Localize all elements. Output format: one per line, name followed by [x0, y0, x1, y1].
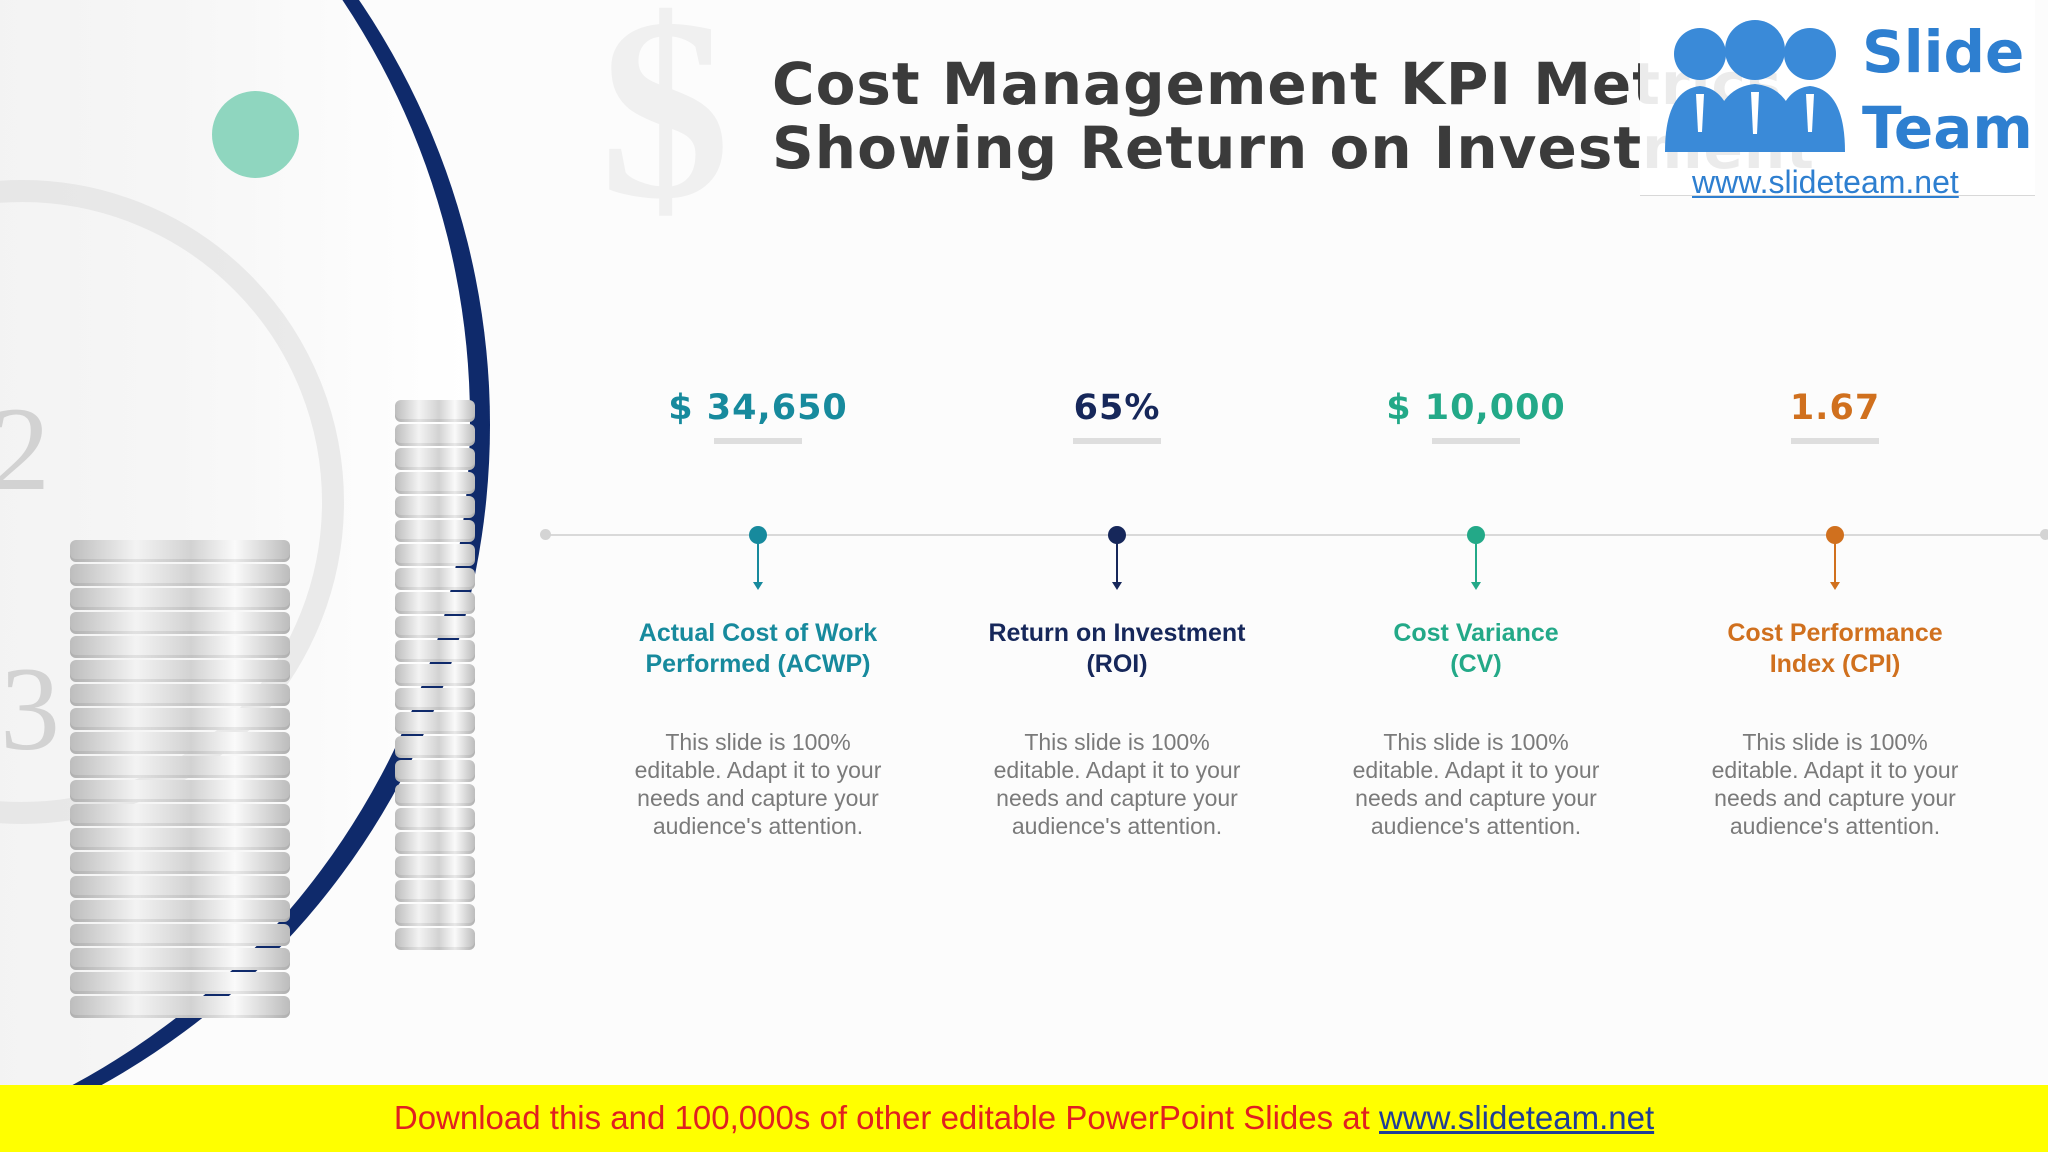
timeline-line	[545, 534, 2048, 536]
banner-text: Download this and 100,000s of other edit…	[0, 1099, 2048, 1137]
kpi-underline	[1073, 438, 1161, 444]
logo-divider	[1640, 195, 2035, 196]
coin-stack	[70, 540, 290, 1020]
marker-stem	[1834, 542, 1836, 584]
kpi-label-line-1: Cost Performance	[1727, 619, 1943, 647]
kpi-label-line-2: Performed (ACWP)	[645, 650, 871, 678]
dollar-watermark-icon: $	[600, 0, 730, 253]
arrow-down-icon	[1112, 582, 1122, 590]
kpi-value: $ 34,650	[668, 388, 848, 428]
logo-url-link[interactable]: www.slideteam.net	[1692, 164, 1959, 200]
kpi-value: $ 10,000	[1386, 388, 1566, 428]
banner-link[interactable]: www.slideteam.net	[1379, 1099, 1655, 1136]
kpi-description: This slide is 100% editable. Adapt it to…	[1711, 729, 1959, 839]
kpi-label-line-2: Index (CPI)	[1769, 650, 1901, 678]
arrow-down-icon	[1471, 582, 1481, 590]
kpi-label: Actual Cost of Work Performed (ACWP)	[598, 618, 918, 680]
kpi-label: Return on Investment (ROI)	[957, 618, 1277, 680]
kpi-label: Cost Variance (CV)	[1316, 618, 1636, 680]
banner-message: Download this and 100,000s of other edit…	[393, 1099, 1370, 1136]
arrow-down-icon	[1830, 582, 1840, 590]
kpi-value: 1.67	[1789, 388, 1881, 428]
kpi-label-line-1: Return on Investment	[988, 619, 1246, 647]
slideteam-logo[interactable]: Slide Team www.slideteam.net	[1640, 0, 2035, 200]
timeline-marker	[1467, 526, 1485, 544]
kpi-value: 65%	[1073, 388, 1161, 428]
coin-stack	[395, 400, 475, 952]
clock-numeral: 3	[0, 642, 60, 775]
kpi-description: This slide is 100% editable. Adapt it to…	[1352, 729, 1600, 839]
kpi-label: Cost Performance Index (CPI)	[1675, 618, 1995, 680]
marker-stem	[757, 542, 759, 584]
title-line-1: Cost Management KPI Metrics	[772, 50, 1783, 118]
kpi-underline	[1432, 438, 1520, 444]
kpi-underline	[1791, 438, 1879, 444]
marker-stem	[1475, 542, 1477, 584]
clock-numeral: 2	[0, 382, 50, 515]
kpi-description: This slide is 100% editable. Adapt it to…	[634, 729, 882, 839]
download-banner: Download this and 100,000s of other edit…	[0, 1085, 2048, 1152]
people-logo-icon	[1665, 20, 1845, 152]
decorative-circle	[212, 91, 299, 178]
kpi-label-line-1: Actual Cost of Work	[638, 619, 878, 647]
kpi-label-line-2: (CV)	[1450, 650, 1502, 678]
timeline-marker	[749, 526, 767, 544]
coins-photo: 2 3	[0, 0, 520, 1085]
logo-wordmark: Slide Team	[1862, 14, 2033, 166]
timeline-end-dot	[2040, 529, 2048, 540]
marker-stem	[1116, 542, 1118, 584]
timeline-start-dot	[540, 529, 551, 540]
timeline-marker	[1108, 526, 1126, 544]
kpi-description: This slide is 100% editable. Adapt it to…	[993, 729, 1241, 839]
logo-text-line-1: Slide	[1862, 18, 2025, 86]
arrow-down-icon	[753, 582, 763, 590]
logo-text-line-2: Team	[1862, 94, 2033, 162]
kpi-underline	[714, 438, 802, 444]
timeline-marker	[1826, 526, 1844, 544]
kpi-label-line-2: (ROI)	[1086, 650, 1148, 678]
kpi-label-line-1: Cost Variance	[1393, 619, 1559, 647]
